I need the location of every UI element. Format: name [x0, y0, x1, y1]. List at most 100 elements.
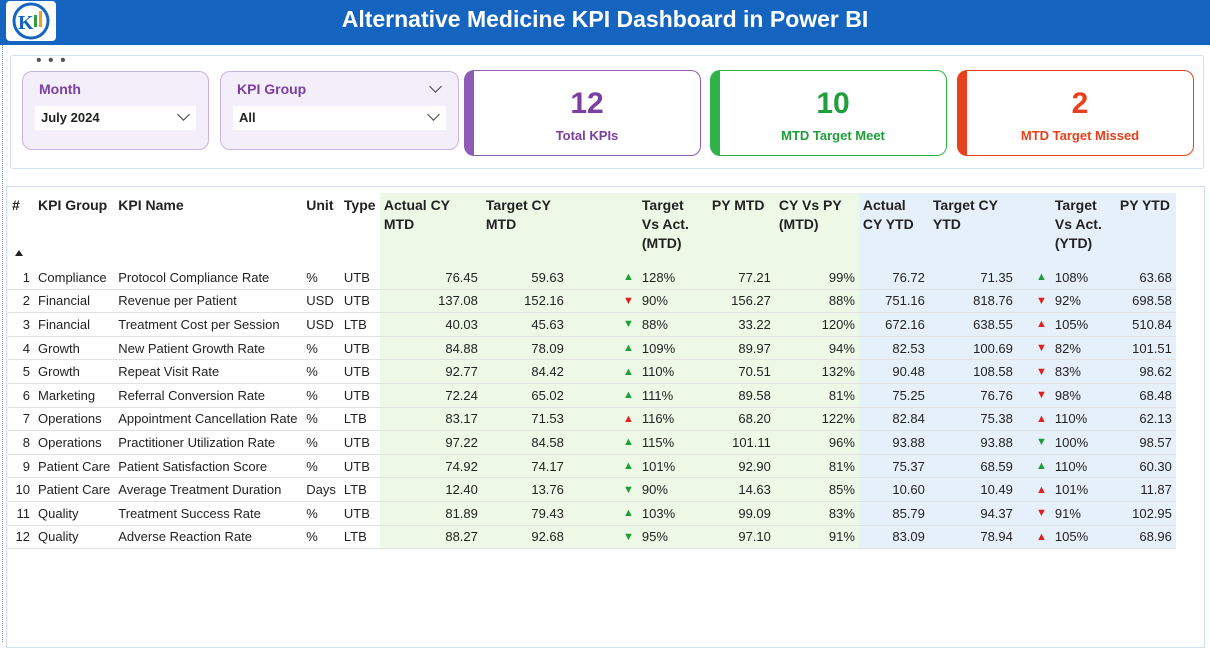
- column-header[interactable]: Target Vs Act. (YTD): [1050, 193, 1116, 266]
- title-bar: [0, 0, 1210, 45]
- status-icon: ▼: [1016, 359, 1051, 384]
- table-row: 4 Growth New Patient Growth Rate% UTB 84.88 7…: [8, 336, 1176, 361]
- slicer-dropdown[interactable]: July 2024: [35, 106, 196, 130]
- table-cell: %: [302, 501, 340, 526]
- svg-text:K: K: [18, 12, 34, 34]
- table-cell: 98%: [1050, 383, 1116, 408]
- table-cell: Compliance: [34, 266, 115, 290]
- table-cell: 77.21: [707, 266, 775, 290]
- table-cell: 65.02: [481, 383, 568, 408]
- card-label: MTD Target Meet: [781, 128, 885, 143]
- table-cell: 68.59: [928, 454, 1017, 479]
- table-cell: UTB: [339, 359, 380, 384]
- table-cell: 100.69: [928, 336, 1017, 361]
- table-cell: 45.63: [481, 312, 568, 337]
- month-slicer[interactable]: Month July 2024: [22, 71, 209, 150]
- status-icon: ▲: [567, 501, 638, 526]
- table-cell: 76.72: [858, 266, 929, 290]
- card-value: 12: [570, 87, 604, 120]
- table-cell: 510.84: [1115, 312, 1176, 337]
- column-header[interactable]: Unit: [302, 193, 340, 266]
- filter-panel: [10, 55, 1204, 169]
- table-cell: 94.37: [928, 501, 1017, 526]
- slicer-value: July 2024: [41, 110, 100, 125]
- column-header[interactable]: Target CY MTD: [481, 193, 568, 266]
- column-header[interactable]: CY Vs PY (MTD): [774, 193, 859, 266]
- column-header[interactable]: KPI Name: [114, 193, 303, 266]
- table-row: 3 Financial Treatment Cost per Session USD L…: [8, 312, 1176, 337]
- table-cell: 68.48: [1115, 383, 1176, 408]
- table-cell: Operations: [34, 430, 115, 455]
- slicer-value: All: [239, 110, 256, 125]
- column-header[interactable]: Type: [339, 193, 380, 266]
- table-cell: %: [302, 407, 340, 432]
- column-header[interactable]: Target CY YTD: [928, 193, 1017, 266]
- table-cell: Revenue per Patient: [114, 289, 303, 314]
- card-label: Total KPIs: [555, 128, 619, 143]
- column-header[interactable]: Actual CY MTD: [379, 193, 482, 266]
- status-icon: ▲: [1016, 312, 1051, 337]
- table-cell: 84.88: [379, 336, 482, 361]
- sort-indicator[interactable]: [15, 250, 23, 256]
- slicer-dropdown[interactable]: All: [233, 106, 446, 130]
- column-header[interactable]: Target Vs Act. (MTD): [637, 193, 708, 266]
- table-cell: 59.63: [481, 266, 568, 290]
- table-cell: 71.53: [481, 407, 568, 432]
- table-cell: 103%: [637, 501, 708, 526]
- dashboard-title: Alternative Medicine KPI Dashboard in Po…: [341, 6, 869, 32]
- status-icon: ▲: [567, 407, 638, 432]
- table-cell: Treatment Success Rate: [114, 501, 303, 526]
- more-options[interactable]: • • •: [36, 52, 67, 69]
- column-header[interactable]: KPI Group: [34, 193, 115, 266]
- table-cell: Marketing: [34, 383, 115, 408]
- column-header[interactable]: [1016, 193, 1051, 266]
- table-cell: 78.09: [481, 336, 568, 361]
- table-cell: 98.62: [1115, 359, 1176, 384]
- table-cell: 818.76: [928, 289, 1017, 314]
- table-cell: 152.16: [481, 289, 568, 314]
- table-row: 11 Quality Treatment Success Rate% UTB 81.89…: [8, 501, 1176, 526]
- table-cell: 672.16: [858, 312, 929, 337]
- status-icon: ▲: [567, 266, 638, 290]
- table-cell: 96%: [774, 430, 859, 455]
- table-cell: Financial: [34, 312, 115, 337]
- table-cell: 156.27: [707, 289, 775, 314]
- column-header[interactable]: Actual CY YTD: [858, 193, 929, 266]
- column-header[interactable]: PY MTD: [707, 193, 775, 266]
- table-cell: 62.13: [1115, 407, 1176, 432]
- kpi-card: 2 MTD Target Missed: [957, 70, 1194, 156]
- table-cell: %: [302, 525, 340, 550]
- status-icon: ▼: [1016, 289, 1051, 314]
- slicer-label: Month: [39, 81, 81, 97]
- card-value: 2: [1071, 87, 1089, 120]
- table-cell: 84.58: [481, 430, 568, 455]
- table-cell: 4: [8, 336, 34, 361]
- kpi-group-slicer[interactable]: KPI Group All: [220, 71, 459, 150]
- table-cell: 102.95: [1115, 501, 1176, 526]
- table-cell: 82.84: [858, 407, 929, 432]
- table-cell: %: [302, 266, 340, 290]
- table-row: 12 Quality Adverse Reaction Rate% LTB 88.27 9…: [8, 525, 1176, 550]
- status-icon: ▲: [1016, 407, 1051, 432]
- table-cell: 105%: [1050, 525, 1116, 550]
- status-icon: ▼: [567, 525, 638, 550]
- table-cell: 751.16: [858, 289, 929, 314]
- table-cell: Patient Care: [34, 454, 115, 479]
- column-header[interactable]: [567, 193, 638, 266]
- table-cell: 63.68: [1115, 266, 1176, 290]
- table-cell: Average Treatment Duration: [114, 477, 303, 502]
- table-cell: 88%: [774, 289, 859, 314]
- table-cell: Referral Conversion Rate: [114, 383, 303, 408]
- table-cell: 101.11: [707, 430, 775, 455]
- table-cell: UTB: [339, 336, 380, 361]
- column-header[interactable]: PY YTD: [1115, 193, 1176, 266]
- table-cell: 81%: [774, 454, 859, 479]
- table-cell: %: [302, 454, 340, 479]
- table-cell: 10.60: [858, 477, 929, 502]
- status-icon: ▼: [1016, 430, 1051, 455]
- table-cell: 75.25: [858, 383, 929, 408]
- status-icon: ▲: [567, 454, 638, 479]
- status-icon: ▼: [567, 312, 638, 337]
- table-cell: 116%: [637, 407, 708, 432]
- table-cell: 108%: [1050, 266, 1116, 290]
